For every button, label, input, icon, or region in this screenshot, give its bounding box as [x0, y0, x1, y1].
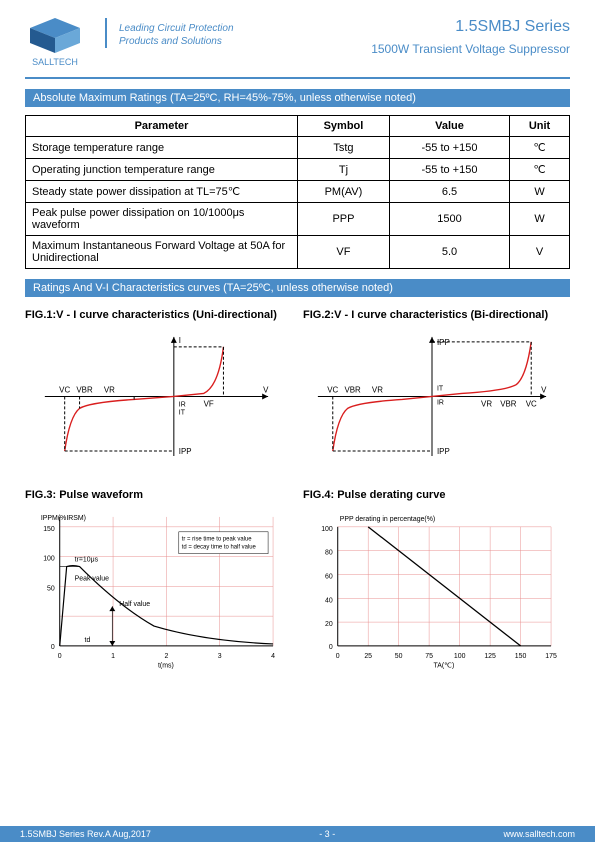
col-symbol: Symbol: [298, 116, 390, 137]
svg-text:2: 2: [164, 653, 168, 660]
table-row: Maximum Instantaneous Forward Voltage at…: [26, 236, 570, 269]
svg-text:IR: IR: [179, 401, 186, 408]
svg-text:VR: VR: [481, 399, 492, 408]
svg-text:40: 40: [325, 597, 333, 604]
svg-text:SALLTECH: SALLTECH: [32, 57, 78, 67]
svg-text:IT: IT: [179, 409, 186, 416]
svg-text:150: 150: [515, 653, 527, 660]
svg-text:1: 1: [111, 653, 115, 660]
fig1-chart: VC VBR VR VF V I IPP IR IT: [25, 327, 283, 466]
svg-text:VR: VR: [372, 385, 383, 394]
svg-text:0: 0: [58, 653, 62, 660]
svg-text:0: 0: [336, 653, 340, 660]
svg-text:Half value: Half value: [119, 601, 150, 608]
svg-text:I: I: [179, 336, 181, 345]
svg-text:V: V: [541, 385, 547, 394]
svg-text:60: 60: [325, 573, 333, 580]
svg-text:VR: VR: [104, 385, 115, 394]
fig1-box: FIG.1:V - I curve characteristics (Uni-d…: [25, 309, 283, 469]
svg-text:VC: VC: [526, 399, 537, 408]
ratings-table: Parameter Symbol Value Unit Storage temp…: [25, 115, 570, 269]
svg-text:Peak value: Peak value: [75, 575, 109, 582]
svg-text:VBR: VBR: [500, 399, 517, 408]
svg-text:PPP derating in percentage(%): PPP derating in percentage(%): [340, 516, 436, 523]
svg-text:VC: VC: [59, 385, 70, 394]
svg-text:150: 150: [43, 526, 55, 533]
tagline-line2: Products and Solutions: [119, 35, 234, 48]
fig3-box: FIG.3: Pulse waveform tr = rise time to …: [25, 489, 283, 674]
fig4-box: FIG.4: Pulse derating curve PPP derating…: [303, 489, 561, 674]
svg-text:4: 4: [271, 653, 275, 660]
col-param: Parameter: [26, 116, 298, 137]
table-row: Steady state power dissipation at TL=75℃…: [26, 181, 570, 203]
svg-text:125: 125: [484, 653, 496, 660]
svg-text:IPP: IPP: [437, 338, 450, 347]
svg-text:IR: IR: [437, 399, 444, 406]
fig2-chart: VC VBR VR VR VBR VC V IPP IPP IT IR: [303, 327, 561, 466]
svg-text:IT: IT: [437, 386, 444, 393]
col-unit: Unit: [510, 116, 570, 137]
svg-text:VF: VF: [204, 399, 214, 408]
svg-text:VBR: VBR: [344, 385, 361, 394]
tagline: Leading Circuit Protection Products and …: [105, 18, 234, 48]
svg-text:75: 75: [425, 653, 433, 660]
svg-text:t(ms): t(ms): [158, 663, 174, 670]
fig2-box: FIG.2:V - I curve characteristics (Bi-di…: [303, 309, 561, 469]
svg-text:20: 20: [325, 621, 333, 628]
footer-left: 1.5SMBJ Series Rev.A Aug,2017: [20, 829, 151, 839]
svg-text:100: 100: [321, 526, 333, 533]
svg-text:50: 50: [47, 585, 55, 592]
fig1-title: FIG.1:V - I curve characteristics (Uni-d…: [25, 309, 283, 321]
fig2-title: FIG.2:V - I curve characteristics (Bi-di…: [303, 309, 561, 321]
svg-text:VC: VC: [327, 385, 338, 394]
svg-text:80: 80: [325, 550, 333, 557]
fig3-chart: tr = rise time to peak value td = decay …: [25, 507, 283, 671]
svg-text:V: V: [263, 385, 269, 394]
svg-text:0: 0: [51, 644, 55, 651]
series-sub: 1500W Transient Voltage Suppressor: [371, 42, 570, 56]
footer: 1.5SMBJ Series Rev.A Aug,2017 - 3 - www.…: [0, 826, 595, 842]
section-curves-heading: Ratings And V-I Characteristics curves (…: [25, 279, 570, 297]
svg-text:VBR: VBR: [76, 385, 93, 394]
svg-text:25: 25: [364, 653, 372, 660]
svg-text:tr = rise time to peak value: tr = rise time to peak value: [182, 537, 252, 543]
svg-text:0: 0: [329, 644, 333, 651]
footer-right: www.salltech.com: [503, 829, 575, 839]
series-title: 1.5SMBJ Series: [371, 18, 570, 36]
footer-center: - 3 -: [319, 829, 335, 839]
svg-text:50: 50: [395, 653, 403, 660]
svg-text:IPPM(%IRSM): IPPM(%IRSM): [41, 515, 86, 522]
svg-text:td = decay time to half value: td = decay time to half value: [182, 545, 257, 551]
svg-text:IPP: IPP: [179, 447, 192, 456]
logo: SALLTECH: [25, 18, 85, 71]
table-row: Peak pulse power dissipation on 10/1000μ…: [26, 203, 570, 236]
svg-text:tr=10μs: tr=10μs: [75, 556, 99, 563]
table-row: Storage temperature range Tstg -55 to +1…: [26, 137, 570, 159]
svg-text:3: 3: [218, 653, 222, 660]
svg-text:100: 100: [454, 653, 466, 660]
header: SALLTECH Leading Circuit Protection Prod…: [25, 18, 570, 79]
svg-text:TA(℃): TA(℃): [434, 663, 455, 670]
series-block: 1.5SMBJ Series 1500W Transient Voltage S…: [371, 18, 570, 56]
fig3-title: FIG.3: Pulse waveform: [25, 489, 283, 501]
svg-text:td: td: [85, 637, 91, 644]
svg-text:IPP: IPP: [437, 447, 450, 456]
tagline-line1: Leading Circuit Protection: [119, 22, 234, 35]
svg-text:175: 175: [545, 653, 557, 660]
svg-text:100: 100: [43, 556, 55, 563]
fig4-title: FIG.4: Pulse derating curve: [303, 489, 561, 501]
fig4-chart: PPP derating in percentage(%) 100 80 60 …: [303, 507, 561, 671]
col-value: Value: [389, 116, 509, 137]
table-row: Operating junction temperature range Tj …: [26, 159, 570, 181]
section-ratings-heading: Absolute Maximum Ratings (TA=25ºC, RH=45…: [25, 89, 570, 107]
